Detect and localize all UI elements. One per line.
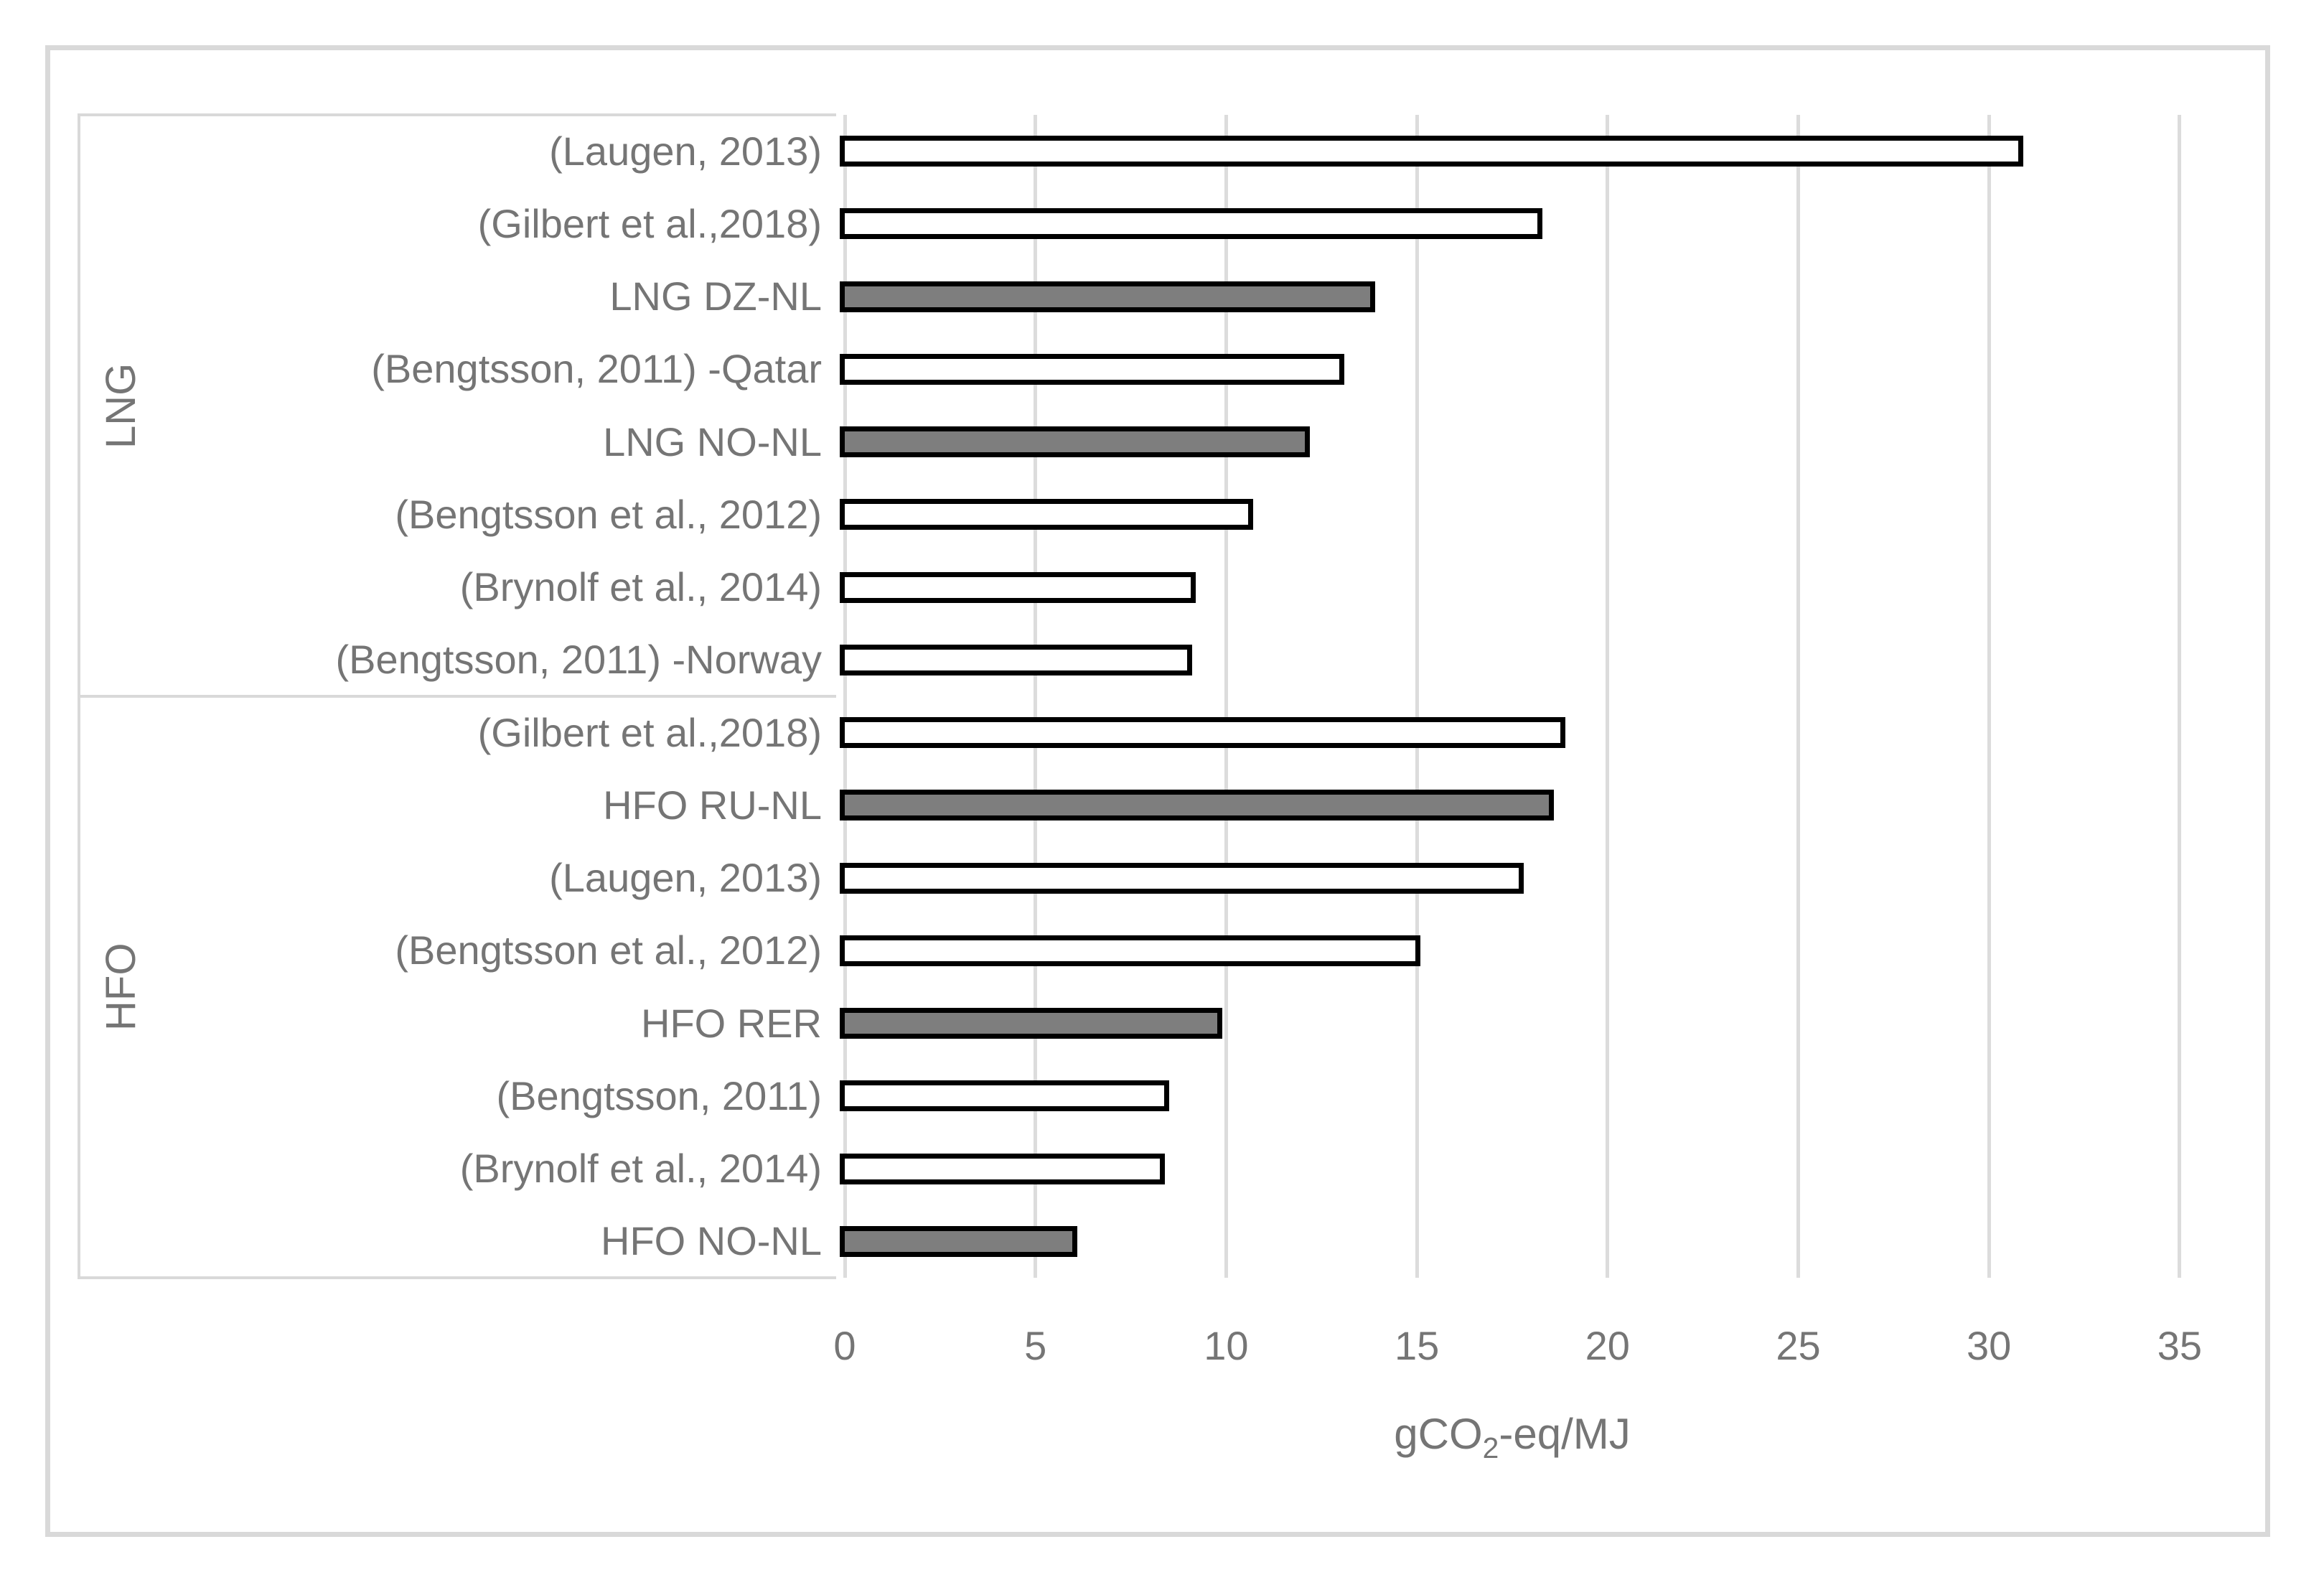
category-label: LNG NO-NL <box>603 419 822 464</box>
category-label: (Bengtsson, 2011) -Qatar <box>371 346 822 392</box>
gridline <box>1415 115 1419 1278</box>
bar <box>840 1153 1166 1184</box>
x-tick-label: 30 <box>1967 1323 2012 1368</box>
gridline <box>1796 115 1800 1278</box>
group-label-lng: LNG <box>98 363 144 449</box>
x-tick-label: 0 <box>833 1323 856 1368</box>
x-tick-label: 5 <box>1024 1323 1047 1368</box>
category-group-divider-line <box>78 695 836 698</box>
x-tick-label: 35 <box>2157 1323 2203 1368</box>
bar <box>840 136 2024 167</box>
category-label: HFO NO-NL <box>601 1218 822 1264</box>
bar <box>840 281 1375 312</box>
bar <box>840 208 1543 240</box>
category-label: (Brynolf et al., 2014) <box>459 1146 822 1191</box>
category-area-left-line <box>78 113 80 1279</box>
bar <box>840 571 1196 603</box>
category-label: HFO RU-NL <box>603 782 822 828</box>
gridline <box>2178 115 2182 1278</box>
bar <box>840 1225 1078 1257</box>
x-tick-label: 25 <box>1776 1323 1821 1368</box>
category-area-bottom-line <box>78 1276 836 1279</box>
bar <box>840 790 1555 821</box>
category-label: (Gilbert et al.,2018) <box>477 709 822 755</box>
x-tick-label: 10 <box>1204 1323 1249 1368</box>
bar <box>840 499 1253 530</box>
chart-outer-frame <box>45 45 2270 1537</box>
x-tick-label: 20 <box>1585 1323 1630 1368</box>
bar <box>840 862 1524 894</box>
category-label: (Laugen, 2013) <box>549 855 822 900</box>
bar <box>840 353 1345 385</box>
bar <box>840 644 1192 675</box>
category-label: (Bengtsson, 2011) -Norway <box>335 637 823 683</box>
category-label: (Bengtsson, 2011) <box>496 1072 822 1118</box>
category-label: (Bengtsson et al., 2012) <box>395 927 822 973</box>
bar <box>840 426 1311 457</box>
x-axis-title-text: gCO <box>1394 1410 1483 1458</box>
x-axis-title-text-rest: -eq/MJ <box>1499 1410 1631 1458</box>
category-label: (Gilbert et al.,2018) <box>477 200 822 246</box>
x-tick-label: 15 <box>1394 1323 1440 1368</box>
category-label: (Bengtsson et al., 2012) <box>395 491 822 537</box>
gridline <box>1987 115 1991 1278</box>
gridline <box>1224 115 1228 1278</box>
bar <box>840 1008 1223 1039</box>
x-axis-title-subscript: 2 <box>1482 1431 1499 1464</box>
x-axis-title: gCO2-eq/MJ <box>1153 1410 1871 1463</box>
category-label: (Laugen, 2013) <box>549 128 822 174</box>
gridline <box>1034 115 1038 1278</box>
gridline <box>1606 115 1610 1278</box>
category-label: LNG DZ-NL <box>609 273 822 319</box>
bar <box>840 717 1566 748</box>
bar <box>840 1080 1169 1112</box>
bar <box>840 935 1421 966</box>
category-area-top-line <box>78 113 836 116</box>
group-label-hfo: HFO <box>98 943 144 1032</box>
category-label: (Brynolf et al., 2014) <box>459 564 822 609</box>
gridline <box>843 115 847 1278</box>
category-label: HFO RER <box>641 1000 822 1046</box>
